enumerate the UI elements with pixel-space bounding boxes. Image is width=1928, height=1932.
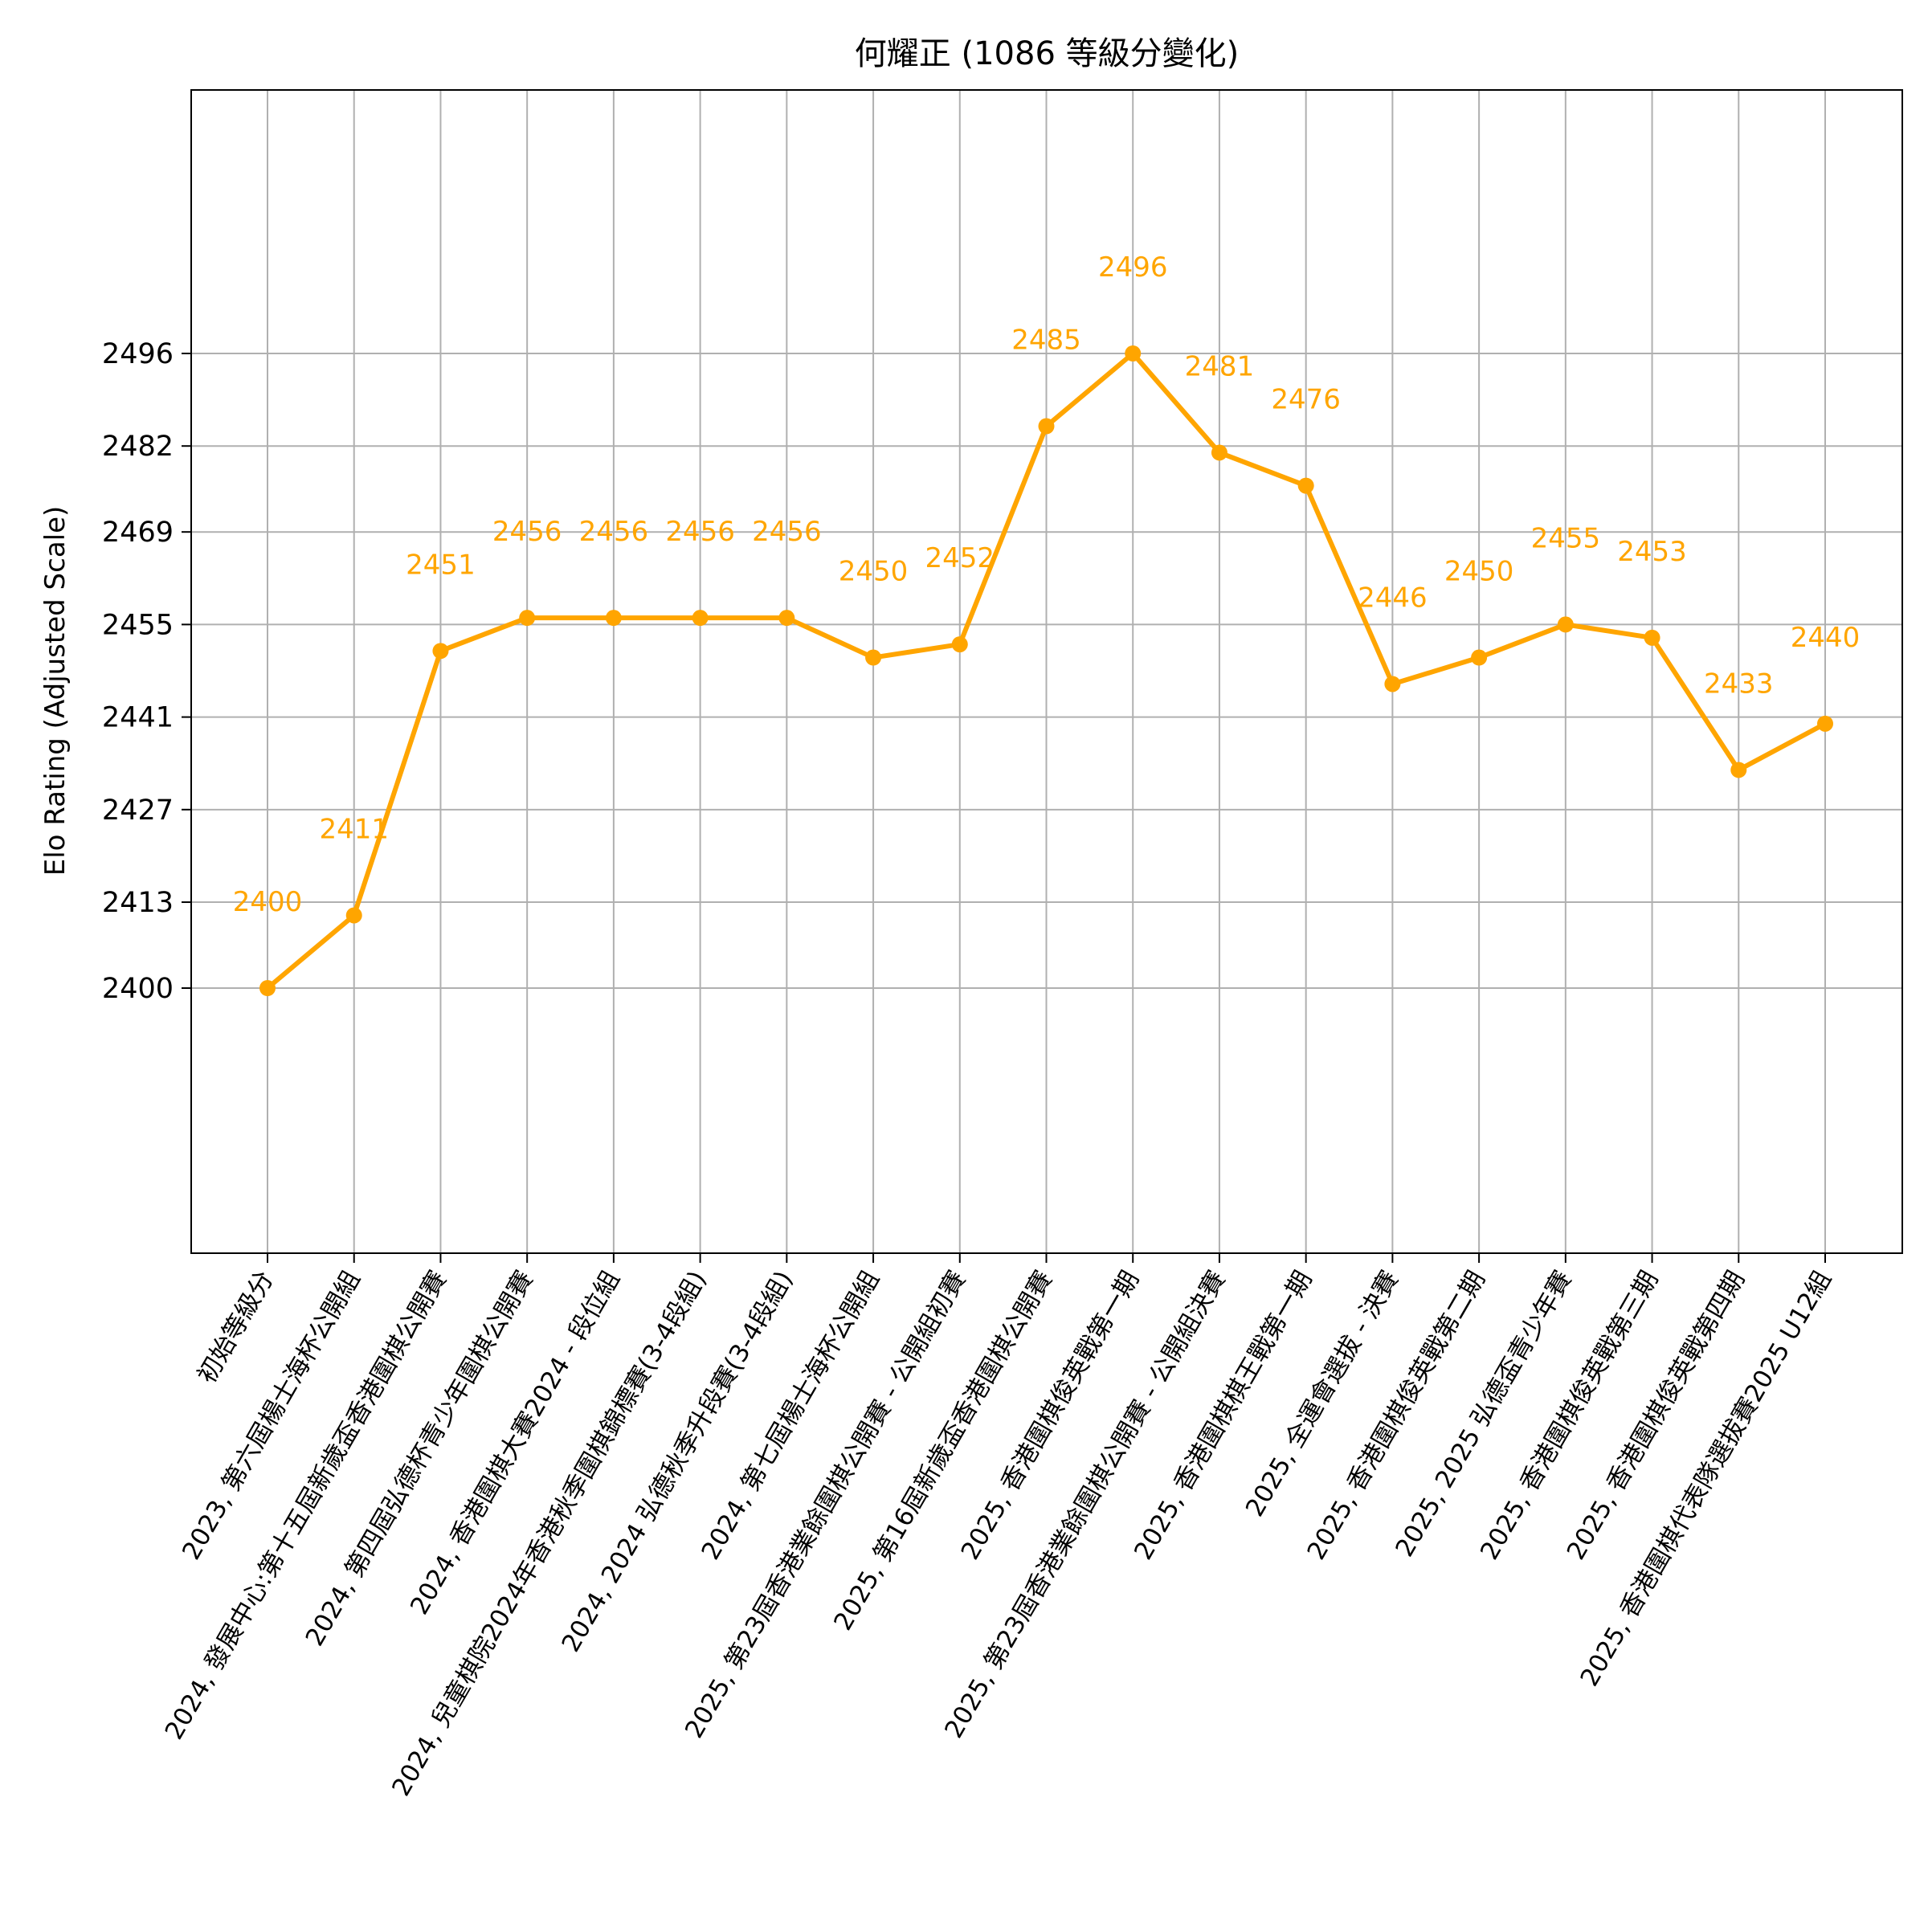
data-point [1644, 629, 1660, 646]
data-point [1471, 649, 1488, 666]
y-tick-label: 2441 [102, 702, 174, 734]
data-label: 2496 [1098, 251, 1168, 284]
y-tick-label: 2427 [102, 794, 174, 827]
data-point [432, 643, 449, 660]
data-label: 2450 [839, 556, 909, 588]
x-tick-label: 2023, 第六屆楊士海杯公開組 [177, 1266, 366, 1565]
data-point [259, 980, 276, 996]
data-point [1038, 418, 1055, 435]
chart-title: 何耀正 (1086 等級分變化) [855, 35, 1239, 72]
data-label: 2411 [319, 813, 389, 845]
data-label: 2453 [1617, 536, 1687, 568]
data-point [1211, 444, 1227, 461]
data-point [519, 610, 536, 627]
data-point [951, 636, 968, 653]
y-tick-label: 2496 [102, 338, 174, 370]
data-label: 2452 [925, 542, 995, 574]
y-tick-label: 2413 [102, 887, 174, 919]
data-label: 2446 [1358, 582, 1428, 614]
data-label: 2455 [1531, 522, 1601, 554]
x-tick-label: 2025, 香港圍棋俊英戰第四期 [1562, 1266, 1750, 1565]
label-layer: 2400 2411 2451 2456 2456 2456 2456 2450 2452 2485… [233, 251, 1861, 918]
data-point [1730, 762, 1747, 778]
y-tick-label: 2400 [102, 973, 174, 1005]
data-label: 2456 [665, 516, 735, 548]
data-label: 2450 [1444, 556, 1514, 588]
data-label: 2451 [406, 549, 476, 581]
x-tick-label: 2025, 香港圍棋俊英戰第三期 [1475, 1266, 1664, 1565]
data-point [345, 907, 362, 924]
data-point [865, 649, 882, 666]
y-tick-label: 2482 [102, 431, 174, 463]
data-label: 2481 [1185, 350, 1255, 382]
x-tick-label: 2025, 2025 弘德盃青少年賽 [1390, 1266, 1577, 1562]
y-tick-label: 2469 [102, 517, 174, 549]
data-label: 2400 [233, 886, 303, 918]
y-tick-label: 2455 [102, 609, 174, 641]
data-point [692, 610, 709, 627]
grid-layer [191, 90, 1902, 1253]
data-point [1125, 345, 1142, 361]
data-label: 2476 [1271, 384, 1341, 416]
data-label: 2485 [1011, 325, 1081, 357]
plot-frame [190, 89, 1903, 1254]
data-point [1817, 715, 1833, 732]
series-layer [259, 345, 1833, 996]
data-point [778, 610, 795, 627]
data-label: 2440 [1791, 622, 1861, 654]
x-tick-label: 2025, 香港圍棋棋王戰第一期 [1129, 1266, 1317, 1565]
x-tick-label: 2024, 第七屆楊士海杯公開組 [696, 1266, 885, 1565]
data-label: 2456 [579, 516, 649, 548]
data-label: 2456 [492, 516, 562, 548]
x-tick-label: 2025, 香港圍棋俊英戰第二期 [1302, 1266, 1491, 1565]
data-point [1384, 676, 1401, 692]
x-tick-label: 初始等級分 [192, 1266, 280, 1388]
data-point [1557, 616, 1574, 633]
data-point [605, 610, 622, 627]
x-tick-label: 2025, 全運會選拔 - 決賽 [1240, 1266, 1404, 1522]
data-label: 2433 [1704, 668, 1774, 700]
data-point [1297, 477, 1314, 494]
data-label: 2456 [752, 516, 822, 548]
x-tick-label: 2024, 兒童棋院2024年香港秋季圍棋錦標賽(3-4段組) [386, 1266, 712, 1801]
x-tick-label: 2025, 香港圍棋俊英戰第一期 [956, 1266, 1145, 1565]
y-axis-label: Elo Rating (Adjusted Scale) [39, 506, 71, 876]
